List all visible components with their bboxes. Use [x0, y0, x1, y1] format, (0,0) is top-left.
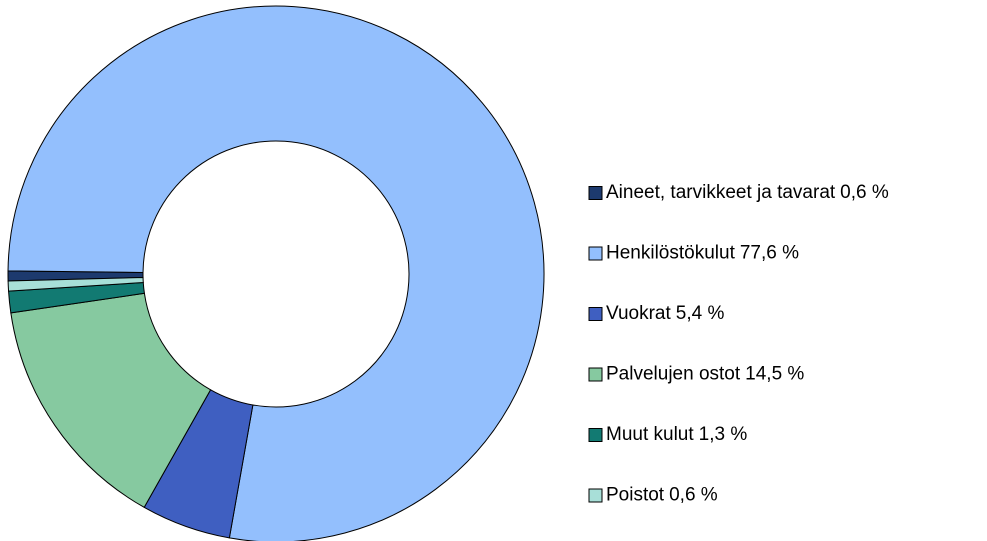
legend-label: Muut kulut 1,3 % — [606, 424, 747, 445]
legend-swatch — [588, 186, 603, 200]
legend-label: Palvelujen ostot 14,5 % — [606, 364, 804, 385]
legend-value: 5,4 % — [676, 303, 725, 324]
legend-swatch — [588, 428, 603, 442]
legend-name: Aineet, tarvikkeet ja tavarat — [606, 182, 836, 203]
donut-segment — [7, 276, 144, 292]
legend-swatch — [588, 307, 603, 321]
legend-swatch — [588, 246, 603, 261]
legend-value: 77,6 % — [740, 243, 799, 264]
legend-value: 14,5 % — [745, 364, 804, 385]
legend-value: 0,6 % — [840, 182, 889, 203]
legend-label: Poistot 0,6 % — [606, 485, 718, 506]
legend-value: 1,3 % — [699, 424, 748, 445]
legend-value: 0,6 % — [669, 485, 718, 506]
legend-name: Palvelujen ostot — [606, 364, 741, 385]
legend-name: Henkilöstökulut — [606, 243, 736, 264]
legend-label: Vuokrat 5,4 % — [606, 303, 724, 324]
donut-segment — [7, 5, 545, 541]
legend-label: Aineet, tarvikkeet ja tavarat 0,6 % — [606, 182, 889, 203]
legend-name: Vuokrat — [606, 303, 671, 324]
legend-swatch — [588, 367, 603, 382]
legend-label: Henkilöstökulut 77,6 % — [606, 243, 799, 264]
legend-name: Poistot — [606, 485, 665, 506]
legend-name: Muut kulut — [606, 424, 694, 445]
legend-swatch — [588, 488, 603, 503]
donut-segment — [10, 292, 212, 509]
